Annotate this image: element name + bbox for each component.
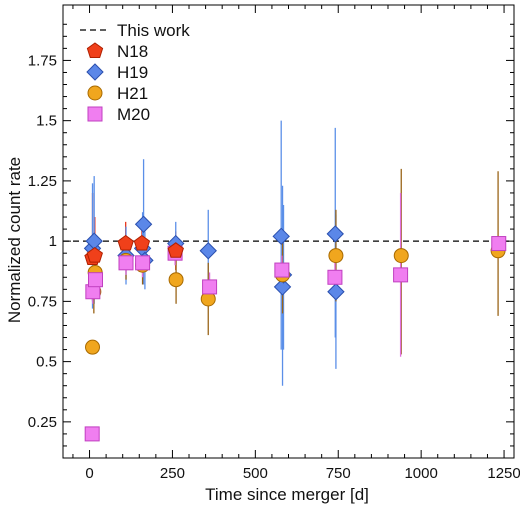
y-axis-label: Normalized count rate [5,157,24,323]
data-point-n18 [117,234,134,251]
data-point-h19 [327,283,345,301]
data-point-h19 [273,278,292,296]
data-point-m20 [84,426,100,442]
x-tick-label: 750 [326,465,351,482]
data-point-m20 [274,262,290,278]
legend-marker-m20 [87,106,103,122]
legend-marker-h21 [87,85,103,101]
data-point-m20 [202,279,218,295]
legend-label-h21: H21 [117,84,148,103]
data-point-n18 [167,242,184,258]
data-point-n18 [133,234,151,251]
error-bars-layer [91,120,500,386]
markers-layer [83,215,507,442]
data-point-m20 [118,255,134,271]
data-point-h19 [326,225,344,243]
data-point-h21 [328,248,344,264]
data-point-h21 [85,339,101,355]
x-tick-label: 500 [243,465,268,482]
legend-label-h19: H19 [117,63,148,82]
y-tick-label: 1 [49,233,57,250]
data-point-m20 [87,272,103,288]
data-point-m20 [393,267,409,283]
x-tick-label: 1000 [404,465,437,482]
data-point-h19 [199,242,217,260]
data-point-m20 [491,236,507,252]
x-tick-label: 0 [85,465,93,482]
x-tick-label: 250 [160,465,185,482]
data-point-h19 [272,227,290,246]
y-tick-label: 0.75 [28,293,57,310]
legend-marker-h19 [86,63,104,81]
y-tick-label: 1.5 [36,113,57,130]
legend: This work N18 H19 H21 M20 [80,21,190,124]
data-point-h21 [393,248,409,264]
data-point-h21 [168,272,184,288]
data-point-m20 [135,255,151,271]
legend-label-m20: M20 [117,105,150,124]
data-point-m20 [327,269,343,285]
legend-label-n18: N18 [117,42,148,61]
x-tick-label: 1250 [487,465,520,482]
x-axis-label: Time since merger [d] [205,485,369,504]
legend-marker-n18 [86,42,104,58]
y-tick-label: 1.25 [28,173,57,190]
y-tick-label: 0.5 [36,354,57,371]
axes-layer: 0 250 500 750 1000 1250 0.25 0.5 0.75 1 1.25 1.5 1.7… [28,4,520,482]
data-point-n18 [86,246,103,263]
y-tick-label: 1.75 [28,52,57,69]
data-point-h19 [134,215,153,233]
legend-label-this-work: This work [117,21,190,40]
y-tick-label: 0.25 [28,414,57,431]
